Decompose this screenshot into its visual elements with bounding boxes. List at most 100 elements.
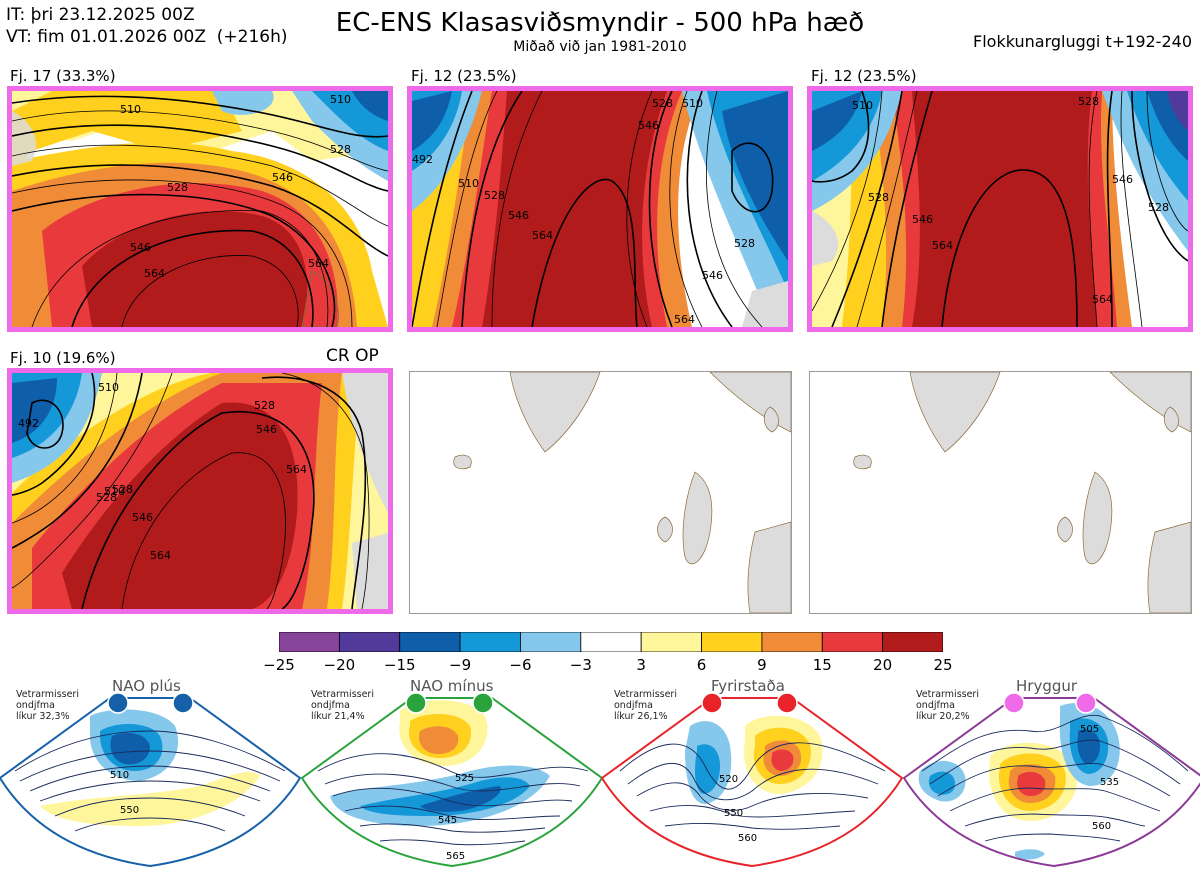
contour-label: 510 bbox=[120, 103, 141, 116]
regime-4-note: Vetrarmisseri ondjfma líkur 20,2% bbox=[916, 689, 979, 722]
colorbar-segment bbox=[278, 631, 340, 653]
colorbar-segment bbox=[338, 631, 401, 653]
contour-label: 550 bbox=[724, 808, 743, 819]
valid-time: VT: fim 01.01.2026 00Z (+216h) bbox=[6, 27, 288, 47]
contour-label: 564 bbox=[150, 549, 171, 562]
contour-label: 564 bbox=[1092, 293, 1113, 306]
contour-label: 550 bbox=[120, 805, 139, 816]
contour-label: 510 bbox=[104, 485, 125, 498]
contour-label: 564 bbox=[308, 257, 329, 270]
colorbar-segment bbox=[640, 631, 702, 653]
colorbar-segment bbox=[701, 631, 763, 653]
contour-label: 510 bbox=[98, 381, 119, 394]
regime-1-title: NAO plús bbox=[112, 677, 181, 695]
cluster-map-4[interactable]: 492 510 528 528 546 564 564 546 528 510 bbox=[7, 368, 393, 614]
panel-4-label: Fj. 10 (19.6%) bbox=[10, 349, 116, 367]
contour-label: 492 bbox=[18, 417, 39, 430]
contour-label: 528 bbox=[484, 189, 505, 202]
contour-label: 520 bbox=[719, 774, 738, 785]
page-title: EC-ENS Klasasviðsmyndir - 500 hPa hæð bbox=[335, 8, 865, 38]
contour-label: 546 bbox=[1112, 173, 1133, 186]
contour-label: 528 bbox=[734, 237, 755, 250]
contour-label: 546 bbox=[132, 511, 153, 524]
colorbar-tick-label: 3 bbox=[636, 656, 646, 674]
regime-map-ridge: 505 535 560 bbox=[902, 692, 1200, 868]
contour-label: 564 bbox=[286, 463, 307, 476]
empty-map-6 bbox=[809, 371, 1192, 614]
contour-label: 528 bbox=[652, 97, 673, 110]
colorbar-tick-label: −3 bbox=[569, 656, 592, 674]
colorbar-segment bbox=[399, 631, 461, 653]
colorbar-segment bbox=[459, 631, 521, 653]
regime-3-note: Vetrarmisseri ondjfma líkur 26,1% bbox=[614, 689, 677, 722]
cluster-map-2[interactable]: 492 510 528 546 564 546 528 528 510 546 … bbox=[407, 86, 793, 332]
cluster-map-3[interactable]: 528 510 528 546 564 546 528 564 bbox=[807, 86, 1193, 332]
contour-label: 528 bbox=[254, 399, 275, 412]
contour-label: 546 bbox=[272, 171, 293, 184]
colorbar-tick-label: −25 bbox=[263, 656, 295, 674]
regime-map-nao-plus: 510 550 bbox=[0, 692, 302, 868]
colorbar bbox=[278, 631, 944, 653]
contour-label: 546 bbox=[130, 241, 151, 254]
contour-label: 528 bbox=[96, 491, 117, 504]
contour-label: 564 bbox=[932, 239, 953, 252]
contour-label: 510 bbox=[330, 93, 351, 106]
contour-label: 528 bbox=[167, 181, 188, 194]
contour-label: 564 bbox=[144, 267, 165, 280]
colorbar-tick-label: 6 bbox=[696, 656, 707, 674]
cluster-map-1[interactable]: 510 528 546 546 564 564 528 510 bbox=[7, 86, 393, 332]
contour-label: 510 bbox=[458, 177, 479, 190]
regime-4-title: Hryggur bbox=[1016, 677, 1078, 695]
contour-label: 528 bbox=[330, 143, 351, 156]
contour-label: 565 bbox=[446, 851, 465, 862]
init-time: IT: þri 23.12.2025 00Z bbox=[6, 5, 195, 25]
contour-label: 492 bbox=[412, 153, 433, 166]
contour-label: 510 bbox=[852, 99, 873, 112]
colorbar-tick-label: −15 bbox=[383, 656, 416, 674]
contour-label: 528 bbox=[112, 483, 133, 496]
colorbar-tick-label: −20 bbox=[323, 656, 356, 674]
colorbar-tick-label: −6 bbox=[509, 656, 532, 674]
empty-map-5 bbox=[409, 371, 792, 614]
colorbar-tick-label: 20 bbox=[873, 656, 893, 674]
contour-label: 546 bbox=[638, 119, 659, 132]
colorbar-tick-label: −9 bbox=[449, 656, 472, 674]
contour-label: 535 bbox=[1100, 777, 1119, 788]
contour-label: 564 bbox=[674, 313, 695, 326]
colorbar-segment bbox=[580, 631, 642, 653]
page-subtitle: Miðað við jan 1981-2010 bbox=[513, 39, 687, 55]
weather-regimes: Vetrarmisseri ondjfma líkur 32,3% Vetrar… bbox=[0, 676, 1200, 871]
contour-label: 528 bbox=[868, 191, 889, 204]
colorbar-segment bbox=[821, 631, 884, 653]
colorbar-tick-label: 25 bbox=[933, 656, 953, 674]
colorbar-tick-label: 9 bbox=[757, 656, 767, 674]
colorbar-segment bbox=[520, 631, 582, 653]
colorbar-segment bbox=[882, 631, 944, 653]
contour-label: 564 bbox=[532, 229, 553, 242]
contour-label: 525 bbox=[455, 773, 474, 784]
regime-3-title: Fyrirstaða bbox=[711, 677, 785, 695]
contour-label: 505 bbox=[1080, 724, 1099, 735]
colorbar-tick-label: 15 bbox=[812, 656, 832, 674]
contour-label: 510 bbox=[110, 770, 129, 781]
contour-label: 510 bbox=[682, 97, 703, 110]
contour-label: 528 bbox=[1148, 201, 1169, 214]
regime-1-note: Vetrarmisseri ondjfma líkur 32,3% bbox=[16, 689, 79, 722]
crop-label: CR OP bbox=[326, 346, 379, 366]
header-times: IT: þri 23.12.2025 00Z VT: fim 01.01.202… bbox=[6, 4, 288, 48]
contour-label: 545 bbox=[438, 815, 457, 826]
classification-window: Flokkunargluggi t+192-240 bbox=[973, 32, 1192, 51]
panel-1-label: Fj. 17 (33.3%) bbox=[10, 67, 116, 85]
regime-map-blocking: 520 550 560 bbox=[600, 692, 904, 868]
regime-2-note: Vetrarmisseri ondjfma líkur 21,4% bbox=[311, 689, 374, 722]
contour-label: 560 bbox=[738, 833, 757, 844]
regime-2-title: NAO mínus bbox=[410, 677, 494, 695]
colorbar-ticks: −25 −20 −15 −9 −6 −3 3 6 9 15 20 25 bbox=[263, 656, 952, 676]
panel-3-label: Fj. 12 (23.5%) bbox=[811, 67, 917, 85]
regime-map-nao-minus: 525 545 565 bbox=[300, 692, 604, 868]
colorbar-segment bbox=[761, 631, 823, 653]
contour-label: 560 bbox=[1092, 821, 1111, 832]
contour-label: 546 bbox=[256, 423, 277, 436]
contour-label: 546 bbox=[508, 209, 529, 222]
panel-2-label: Fj. 12 (23.5%) bbox=[411, 67, 517, 85]
